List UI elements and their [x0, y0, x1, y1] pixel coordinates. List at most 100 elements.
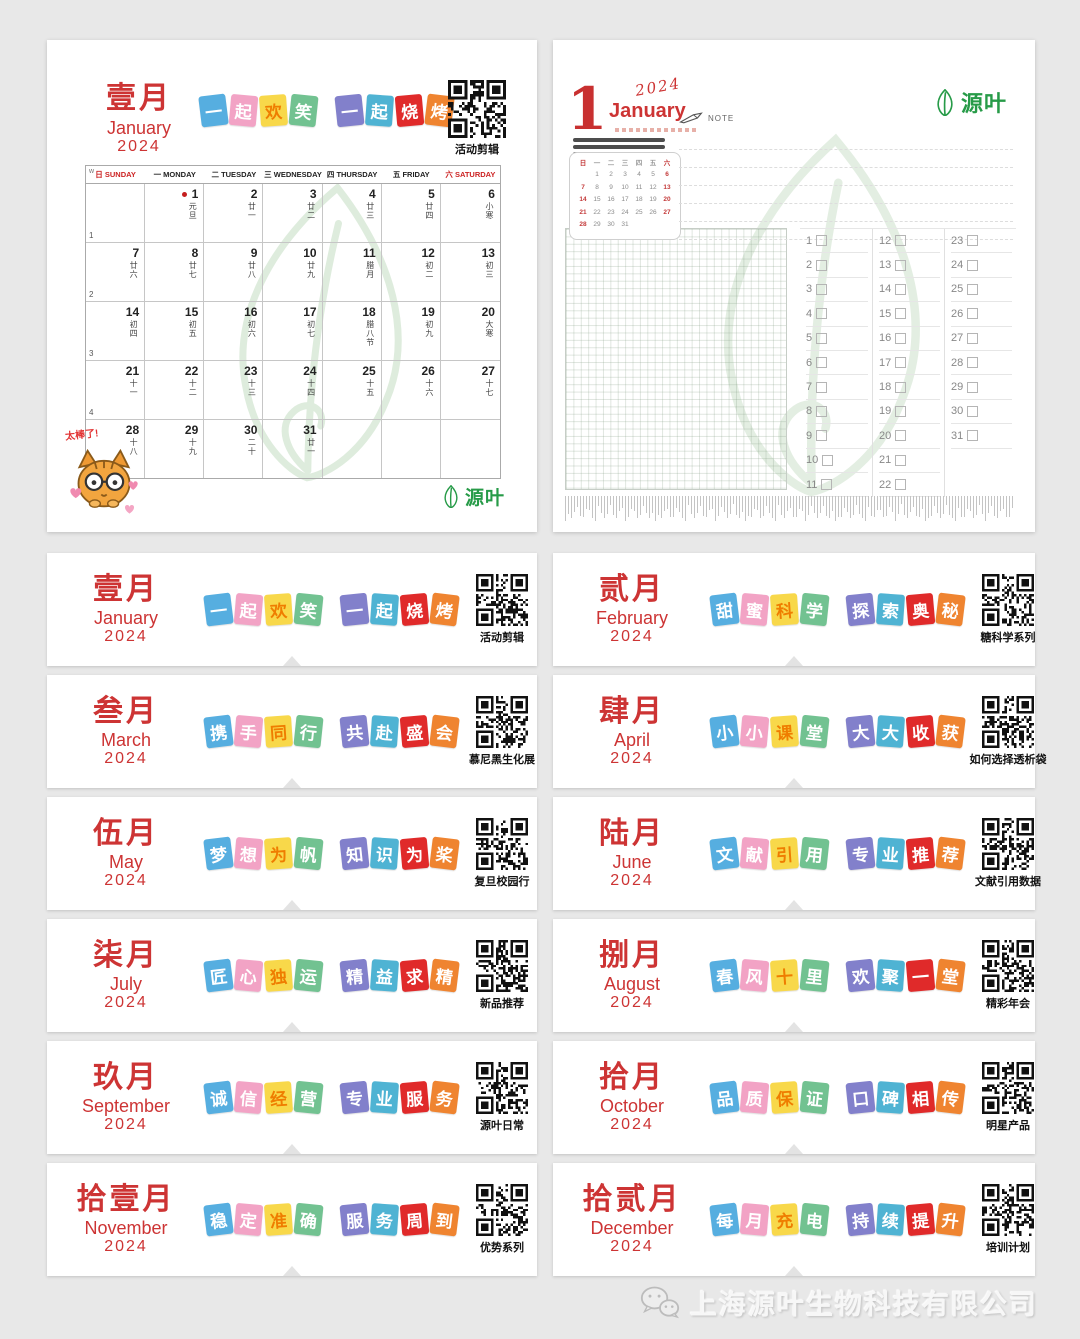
month-name-cn: 拾月 — [599, 1059, 665, 1095]
slogan-char: 甜 — [715, 601, 735, 623]
slogan-tile: 大 — [875, 715, 906, 748]
month-title: 贰月 February 2024 — [553, 573, 711, 647]
slogan-tiles: 匠心独运精益求精 — [203, 958, 460, 993]
mini-weekday: 三 — [621, 160, 629, 167]
checkbox — [816, 308, 828, 320]
checkbox — [895, 308, 907, 320]
month-name-cn: 贰月 — [599, 571, 665, 607]
weekday-label: 六 SATURDAY — [445, 170, 496, 179]
footer: 上海源叶生物科技有限公司 — [640, 1283, 1038, 1322]
slogan-tile: 行 — [293, 714, 324, 749]
slogan-tile: 欢 — [258, 94, 289, 127]
day-cell: 6 小寒 — [441, 184, 500, 242]
slogan-tile: 索 — [875, 593, 906, 626]
slogan-char: 梦 — [209, 845, 229, 867]
checklist-day: 29 — [951, 381, 964, 394]
mini-weekday: 二 — [607, 160, 615, 167]
slogan-tile: 起 — [369, 593, 400, 626]
slogan-char: 春 — [715, 967, 735, 989]
mini-day: 13 — [663, 183, 671, 191]
day-number: 19 — [421, 305, 435, 319]
month-name-cn: 叁月 — [93, 693, 159, 729]
year-label: 2024 — [104, 750, 148, 768]
checklist-day: 13 — [879, 259, 892, 272]
qr-code — [476, 1062, 528, 1114]
month-name-en: September — [81, 1096, 171, 1117]
mini-day: 6 — [665, 171, 669, 178]
day-cell: 22 十二 — [145, 361, 205, 419]
mini-day: 19 — [649, 196, 657, 203]
day-cell: 31 廿一 — [263, 420, 323, 478]
month-name-en: July — [109, 974, 142, 995]
mini-day: 27 — [663, 208, 671, 216]
slogan-tile: 传 — [935, 1080, 966, 1115]
slogan-tile: 想 — [233, 836, 264, 871]
slogan-char: 益 — [375, 967, 394, 989]
mini-day — [660, 219, 674, 232]
slogan-tile: 为 — [263, 837, 294, 870]
slogan-tile: 服 — [399, 1080, 430, 1115]
slogan-tile: 推 — [905, 836, 936, 871]
month-name-en: April — [613, 730, 650, 751]
lunar-label: 廿七 — [188, 261, 198, 279]
day-number: 4 — [369, 187, 376, 201]
checkbox — [895, 454, 907, 466]
year-label: 2024 — [610, 628, 654, 646]
month-title: 肆月 April 2024 — [553, 695, 711, 769]
calendar-week-row: 3 14 初四 — [86, 302, 500, 361]
slogan-tile: 献 — [739, 836, 770, 871]
slogan-tile: 周 — [399, 1202, 430, 1237]
day-cell: 1 元旦 — [145, 184, 205, 242]
slogan-tile: 科 — [769, 593, 800, 626]
checklist-day: 6 — [806, 356, 813, 369]
brand-name: 源叶 — [960, 91, 1007, 117]
slogan-tile: 聚 — [875, 959, 906, 992]
day-number: 10 — [303, 246, 317, 260]
slogan-char: 荐 — [940, 845, 960, 867]
mini-calendar-row: 7 8 9 10 11 12 13 — [576, 182, 674, 195]
weekday-label: 一 MONDAY — [153, 170, 196, 179]
month-name-en: October — [599, 1096, 665, 1117]
mini-weekday: 四 — [635, 160, 643, 167]
day-cell: 19 初九 — [382, 302, 441, 360]
mini-calendar-row: 1 2 3 4 5 6 — [576, 169, 674, 182]
slogan-char: 大 — [881, 723, 900, 745]
lunar-label: 廿六 — [129, 261, 139, 279]
checklist-row: 15 — [879, 302, 940, 327]
slogan-char: 月 — [744, 1211, 764, 1233]
day-cell: 16 初六 — [204, 302, 264, 360]
slogan-char: 到 — [434, 1211, 454, 1233]
checkbox — [821, 479, 833, 491]
slogan-tile: 匠 — [203, 958, 234, 993]
qr-block: 如何选择透析袋 — [964, 696, 1052, 767]
lunar-label: 大寒 — [484, 320, 494, 338]
checklist-row: 9 — [806, 424, 868, 449]
month-name-cn: 肆月 — [599, 693, 665, 729]
day-number: 15 — [184, 305, 199, 319]
slogan-char: 小 — [715, 723, 735, 745]
qr-caption: 培训计划 — [986, 1242, 1030, 1254]
checklist-day: 25 — [951, 283, 964, 296]
qr-code — [476, 574, 528, 626]
slogan-tile: 务 — [429, 1080, 460, 1115]
week-number: 4 — [89, 408, 94, 417]
day-cell: 24 十四 — [263, 361, 323, 419]
qr-block: 文献引用数据 — [964, 818, 1052, 889]
slogan-char: 运 — [298, 967, 318, 989]
month-name-en: November — [84, 1218, 168, 1239]
slogan-tile: 精 — [339, 958, 370, 993]
slogan-tiles: 稳定准确 服务周到 — [203, 1202, 460, 1237]
checklist-day: 10 — [806, 454, 819, 467]
slogan-tile: 起 — [233, 592, 264, 627]
slogan-char: 笑 — [293, 102, 313, 124]
slogan-char: 堂 — [804, 723, 824, 745]
slogan-tile: 经 — [263, 1081, 294, 1114]
qr-block: 糖科学系列 — [964, 574, 1052, 645]
slogan-tile: 欢 — [263, 593, 294, 626]
checklist-row: 4 — [806, 302, 868, 327]
year-script: 2024 — [633, 74, 683, 100]
weekday-header: w 日 SUNDAY 一 MONDAY 二 TUESDAY 三 WEDNESDAY 四 … — [86, 166, 500, 184]
slogan-tile: 一 — [334, 93, 365, 128]
qr-code — [982, 1062, 1034, 1114]
slogan-char: 烧 — [405, 601, 425, 623]
